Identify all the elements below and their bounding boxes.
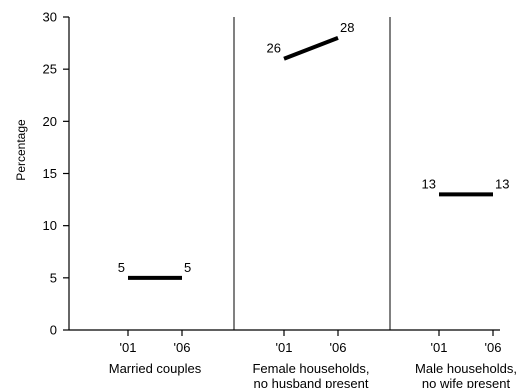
data-label: 26 (267, 41, 281, 56)
y-axis: 0 5 10 15 20 25 30 (43, 10, 500, 338)
data-label: 28 (340, 20, 354, 35)
y-tick-label: 0 (50, 323, 57, 338)
y-tick-label: 20 (43, 114, 57, 129)
x-tick-label: '01 (431, 340, 448, 355)
panel: 26 28 '01 '06 Female households, no husband p… (252, 20, 369, 388)
series-line (283, 36, 339, 61)
x-tick-label: '06 (330, 340, 347, 355)
y-tick-label: 25 (43, 62, 57, 77)
x-tick-label: '01 (120, 340, 137, 355)
y-tick-label: 5 (50, 270, 57, 285)
data-label: 5 (184, 260, 191, 275)
data-label: 13 (495, 176, 509, 191)
x-tick-label: '06 (485, 340, 502, 355)
x-tick-label: '01 (276, 340, 293, 355)
panel: 13 13 '01 '06 Male households, no wife presen… (415, 176, 517, 388)
y-tick-label: 30 (43, 10, 57, 25)
category-label: Married couples (109, 361, 202, 376)
category-label: Male households, no wife present (415, 361, 517, 388)
y-axis-title: Percentage (14, 119, 28, 181)
category-label: Female households, no husband present (252, 361, 369, 388)
y-tick-label: 10 (43, 218, 57, 233)
data-label: 5 (118, 260, 125, 275)
panel: 5 5 '01 '06 Married couples (109, 260, 202, 376)
data-label: 13 (422, 176, 436, 191)
panels: 5 5 '01 '06 Married couples 26 28 '01 '06 Female … (109, 17, 517, 388)
x-tick-label: '06 (174, 340, 191, 355)
y-tick-label: 15 (43, 166, 57, 181)
